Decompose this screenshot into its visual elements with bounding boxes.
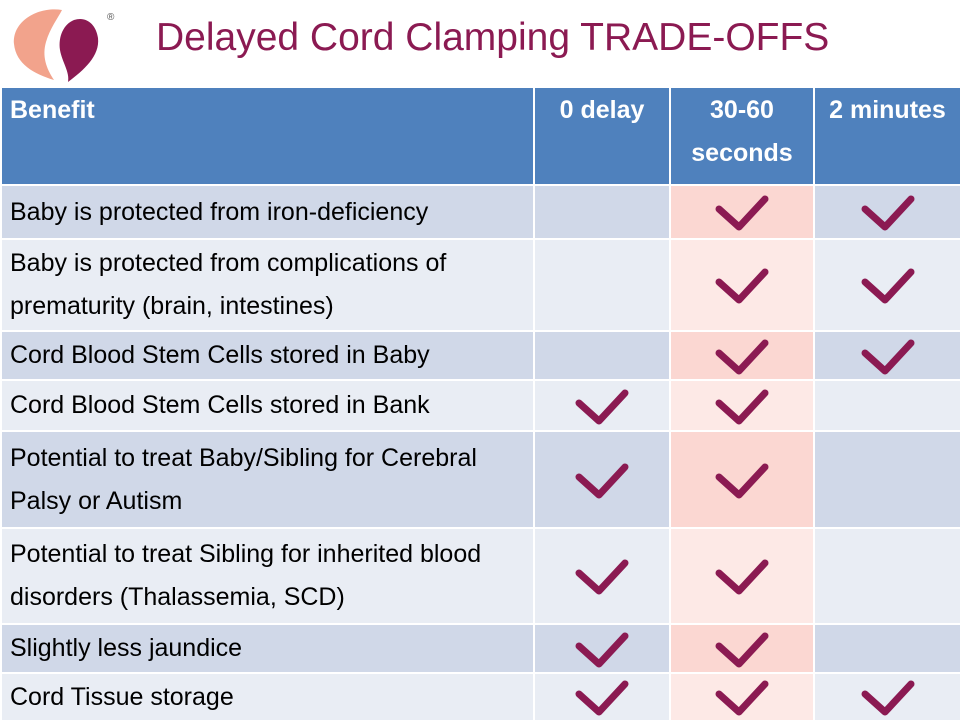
header-benefit: Benefit	[0, 86, 535, 186]
tradeoffs-table: Benefit 0 delay 30-60 seconds 2 minutes …	[0, 86, 960, 722]
zero-delay-cell	[533, 672, 671, 722]
benefit-cell: Cord Blood Stem Cells stored in Baby	[0, 330, 535, 381]
benefit-cell: Baby is protected from complications of …	[0, 238, 535, 332]
page-title: Delayed Cord Clamping TRADE-OFFS	[156, 16, 830, 59]
header-30-60-seconds: 30-60 seconds	[669, 86, 815, 186]
benefit-cell: Potential to treat Sibling for inherited…	[0, 527, 535, 625]
30-60-seconds-cell	[669, 527, 815, 625]
2-minutes-cell	[813, 379, 960, 432]
check-icon	[860, 192, 916, 232]
zero-delay-cell	[533, 430, 671, 529]
zero-delay-cell	[533, 379, 671, 432]
30-60-seconds-cell	[669, 672, 815, 722]
check-icon	[714, 265, 770, 305]
zero-delay-cell	[533, 238, 671, 332]
table-row: Potential to treat Baby/Sibling for Cere…	[0, 430, 960, 529]
table-row: Baby is protected from iron-deficiency	[0, 184, 960, 240]
check-icon	[574, 677, 630, 717]
check-icon	[714, 677, 770, 717]
30-60-seconds-cell	[669, 238, 815, 332]
zero-delay-cell	[533, 184, 671, 240]
check-icon	[574, 386, 630, 426]
logo-icon: ®	[13, 9, 115, 82]
zero-delay-cell	[533, 623, 671, 674]
benefit-cell: Slightly less jaundice	[0, 623, 535, 674]
table-row: Slightly less jaundice	[0, 623, 960, 674]
2-minutes-cell	[813, 184, 960, 240]
table-row: Cord Tissue storage	[0, 672, 960, 722]
table-row: Cord Blood Stem Cells stored in Bank	[0, 379, 960, 432]
benefit-cell: Cord Blood Stem Cells stored in Bank	[0, 379, 535, 432]
check-icon	[860, 336, 916, 376]
brand-logo: ®	[10, 6, 120, 84]
benefit-cell: Potential to treat Baby/Sibling for Cere…	[0, 430, 535, 529]
30-60-seconds-cell	[669, 379, 815, 432]
2-minutes-cell	[813, 672, 960, 722]
2-minutes-cell	[813, 527, 960, 625]
30-60-seconds-cell	[669, 430, 815, 529]
check-icon	[714, 336, 770, 376]
30-60-seconds-cell	[669, 330, 815, 381]
check-icon	[860, 265, 916, 305]
table-row: Cord Blood Stem Cells stored in Baby	[0, 330, 960, 381]
check-icon	[714, 460, 770, 500]
30-60-seconds-cell	[669, 623, 815, 674]
check-icon	[714, 556, 770, 596]
check-icon	[860, 677, 916, 717]
zero-delay-cell	[533, 527, 671, 625]
table-row: Baby is protected from complications of …	[0, 238, 960, 332]
check-icon	[574, 629, 630, 669]
benefit-cell: Cord Tissue storage	[0, 672, 535, 722]
registered-mark: ®	[107, 12, 115, 23]
benefit-cell: Baby is protected from iron-deficiency	[0, 184, 535, 240]
check-icon	[574, 556, 630, 596]
table-row: Potential to treat Sibling for inherited…	[0, 527, 960, 625]
2-minutes-cell	[813, 623, 960, 674]
2-minutes-cell	[813, 238, 960, 332]
header-zero-delay: 0 delay	[533, 86, 671, 186]
zero-delay-cell	[533, 330, 671, 381]
check-icon	[714, 192, 770, 232]
table-header-row: Benefit 0 delay 30-60 seconds 2 minutes	[0, 86, 960, 186]
check-icon	[714, 386, 770, 426]
check-icon	[714, 629, 770, 669]
2-minutes-cell	[813, 430, 960, 529]
2-minutes-cell	[813, 330, 960, 381]
check-icon	[574, 460, 630, 500]
30-60-seconds-cell	[669, 184, 815, 240]
header-2-minutes: 2 minutes	[813, 86, 960, 186]
